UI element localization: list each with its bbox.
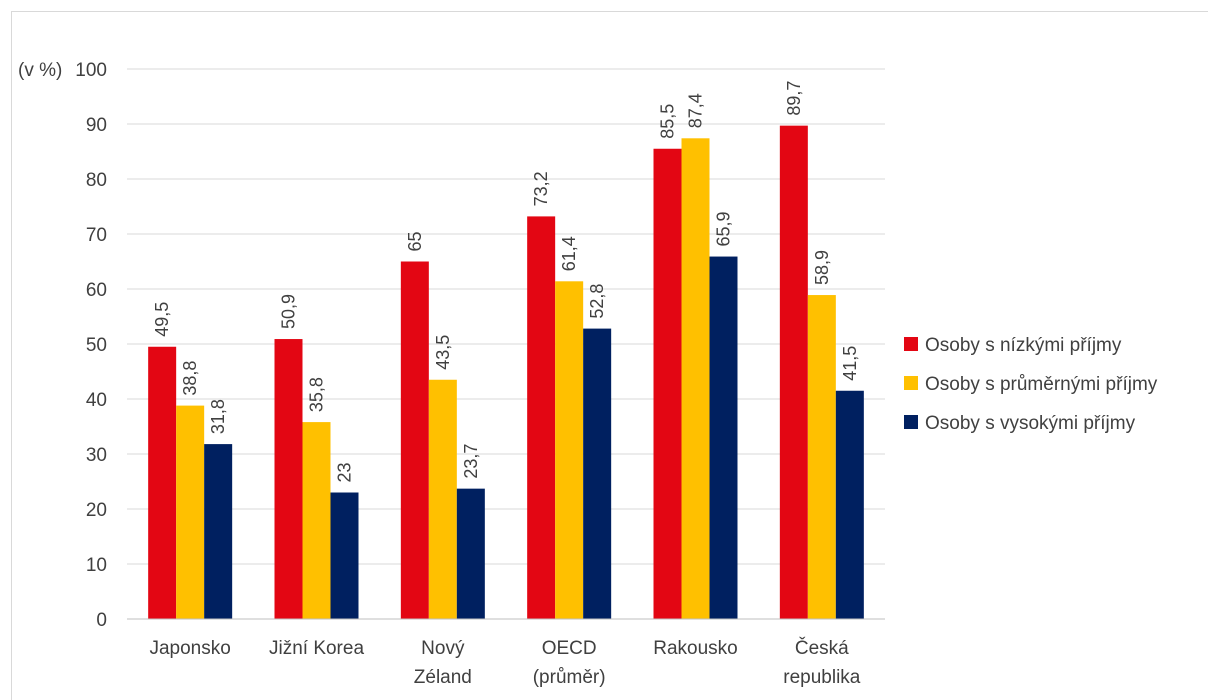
data-label: 43,5 xyxy=(433,335,453,370)
data-label: 65 xyxy=(405,231,425,251)
data-label: 73,2 xyxy=(531,171,551,206)
bar xyxy=(428,379,457,619)
bar xyxy=(807,295,836,619)
data-label: 23 xyxy=(335,462,355,482)
x-category-label: Česká xyxy=(795,637,849,659)
legend-swatch xyxy=(904,337,918,351)
legend-entry: Osoby s nízkými příjmy xyxy=(925,335,1122,356)
data-label: 49,5 xyxy=(152,302,172,337)
y-tick-label: 100 xyxy=(75,60,107,81)
x-category-label: republika xyxy=(783,667,861,688)
x-category-label: Nový xyxy=(421,638,465,659)
data-labels: 49,5 38,8 31,8 50,9 35,8 23 65 43,5 23,7 73,2 61,4… xyxy=(152,81,860,483)
data-label: 31,8 xyxy=(208,399,228,434)
data-label: 89,7 xyxy=(784,81,804,116)
bar xyxy=(176,405,205,619)
x-axis: Japonsko Jižní Korea Nový Zéland OECD (průměr… xyxy=(127,618,885,688)
x-category-label: Japonsko xyxy=(149,638,230,659)
data-label: 23,7 xyxy=(461,444,481,479)
bar xyxy=(653,148,682,619)
bar xyxy=(779,125,808,620)
data-label: 41,5 xyxy=(840,346,860,381)
y-tick-label: 60 xyxy=(86,280,107,301)
y-tick-label: 10 xyxy=(86,555,107,576)
x-category-label: Jižní Korea xyxy=(269,638,364,659)
bar xyxy=(400,261,429,619)
legend: Osoby s nízkými příjmy Osoby s průměrnými… xyxy=(904,335,1158,434)
data-label: 50,9 xyxy=(279,294,299,329)
bar xyxy=(835,390,864,619)
data-label: 38,8 xyxy=(180,361,200,396)
legend-swatch xyxy=(904,376,918,390)
y-tick-label: 50 xyxy=(86,335,107,356)
legend-entry: Osoby s průměrnými příjmy xyxy=(925,374,1158,395)
bar xyxy=(456,488,485,619)
bar xyxy=(330,492,359,619)
bar xyxy=(204,444,233,619)
x-category-label: Rakousko xyxy=(653,638,738,659)
bar xyxy=(555,281,584,619)
y-tick-label: 40 xyxy=(86,390,107,411)
bars xyxy=(148,125,864,620)
chart-frame xyxy=(11,11,1208,700)
bar xyxy=(148,346,177,619)
y-tick-label: 70 xyxy=(86,225,107,246)
legend-swatch xyxy=(904,415,918,429)
y-axis-ticks: 0 10 20 30 40 50 60 70 80 90 100 xyxy=(75,60,107,631)
x-category-label: OECD xyxy=(542,638,597,659)
x-category-label: (průměr) xyxy=(533,667,606,688)
data-label: 35,8 xyxy=(307,377,327,412)
y-tick-label: 20 xyxy=(86,500,107,521)
legend-entry: Osoby s vysokými příjmy xyxy=(925,413,1136,434)
y-unit-label: (v %) xyxy=(18,60,62,81)
y-tick-label: 90 xyxy=(86,115,107,136)
y-tick-label: 30 xyxy=(86,445,107,466)
bar xyxy=(527,216,556,619)
y-tick-label: 80 xyxy=(86,170,107,191)
data-label: 65,9 xyxy=(714,212,734,247)
data-label: 52,8 xyxy=(587,284,607,319)
data-label: 61,4 xyxy=(559,236,579,271)
y-tick-label: 0 xyxy=(96,610,107,631)
bar xyxy=(583,328,612,619)
x-category-label: Zéland xyxy=(414,667,472,688)
bar xyxy=(681,138,710,620)
data-label: 58,9 xyxy=(812,250,832,285)
gridlines xyxy=(127,68,885,565)
bar xyxy=(302,422,331,619)
bar xyxy=(274,339,303,619)
bar xyxy=(709,256,738,619)
data-label: 85,5 xyxy=(658,104,678,139)
data-label: 87,4 xyxy=(686,93,706,128)
